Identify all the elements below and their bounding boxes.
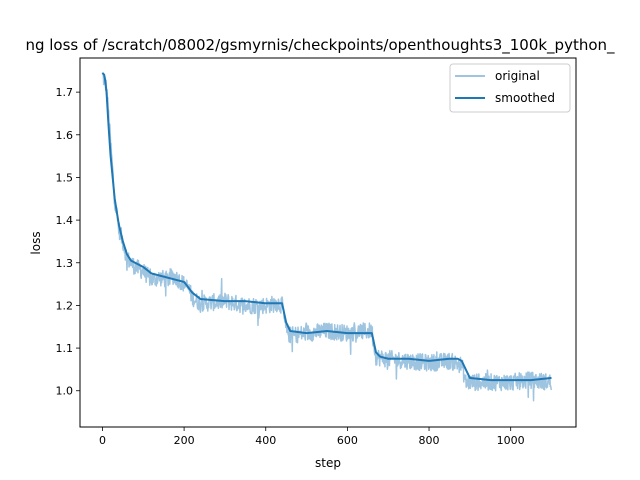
series-layer bbox=[101, 72, 553, 402]
x-tick-label: 800 bbox=[419, 434, 440, 447]
x-tick-label: 1000 bbox=[497, 434, 525, 447]
x-tick-label: 0 bbox=[99, 434, 106, 447]
y-axis: 1.0 1.1 1.2 1.3 1.4 1.5 1.6 1.7 bbox=[56, 86, 80, 398]
legend-label-original: original bbox=[495, 69, 540, 83]
legend: original smoothed bbox=[449, 63, 571, 113]
x-tick-label: 600 bbox=[337, 434, 358, 447]
y-tick-label: 1.6 bbox=[56, 129, 74, 142]
x-tick-label: 200 bbox=[174, 434, 195, 447]
y-tick-label: 1.7 bbox=[56, 86, 74, 99]
y-axis-label: loss bbox=[29, 231, 43, 254]
x-tick-label: 400 bbox=[255, 434, 276, 447]
y-tick-label: 1.1 bbox=[56, 342, 74, 355]
y-tick-label: 1.3 bbox=[56, 257, 74, 270]
y-tick-label: 1.2 bbox=[56, 299, 74, 312]
plot-frame bbox=[79, 57, 577, 428]
y-tick-label: 1.0 bbox=[56, 385, 74, 398]
legend-label-smoothed: smoothed bbox=[495, 91, 555, 105]
series-line-smoothed bbox=[101, 72, 552, 382]
x-axis-label: step bbox=[315, 456, 341, 470]
y-tick-label: 1.5 bbox=[56, 171, 74, 184]
y-tick-label: 1.4 bbox=[56, 214, 74, 227]
x-axis: 0 200 400 600 800 1000 bbox=[99, 427, 525, 447]
chart-title: ng loss of /scratch/08002/gsmyrnis/check… bbox=[25, 36, 615, 55]
